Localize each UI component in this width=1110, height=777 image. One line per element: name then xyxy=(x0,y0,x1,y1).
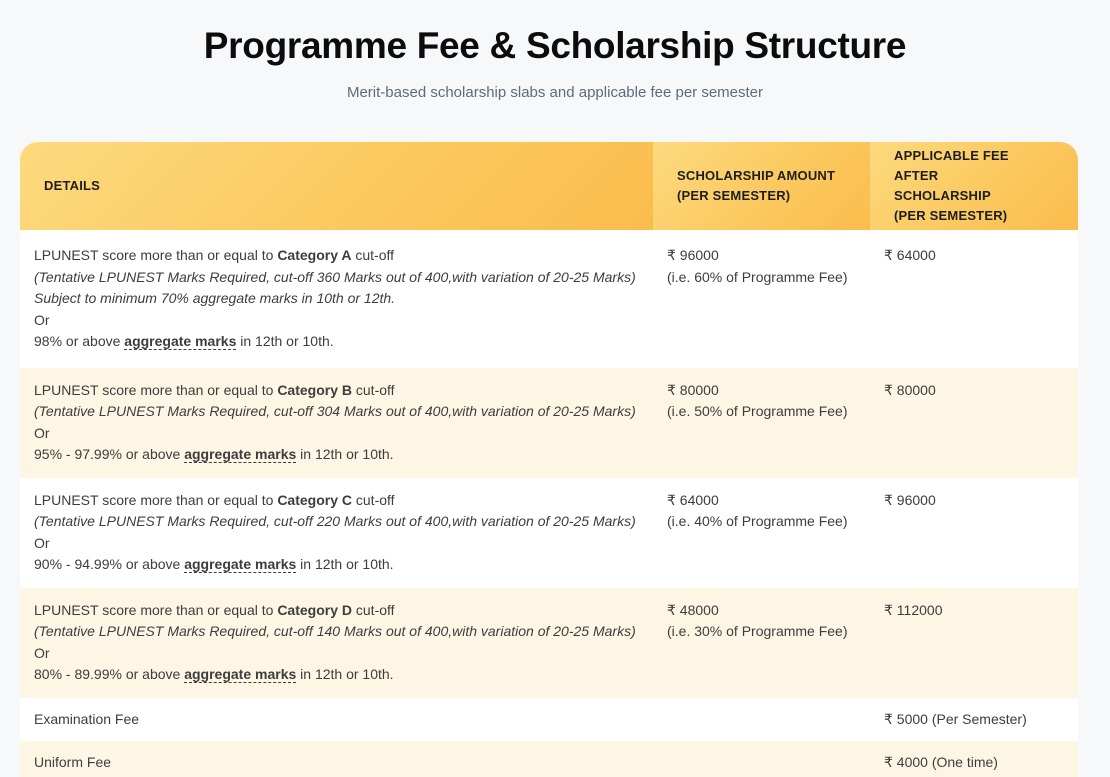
fee-label-cell: Examination Fee xyxy=(20,698,653,742)
alternative-text-suffix: in 12th or 10th. xyxy=(296,446,394,462)
category-name: Category B xyxy=(277,381,352,398)
detail-line-tentative-marks: (Tentative LPUNEST Marks Required, cut-o… xyxy=(34,403,636,419)
detail-line-criteria: LPUNEST score more than or equal to Cate… xyxy=(34,380,639,402)
scholarship-note: (i.e. 50% of Programme Fee) xyxy=(667,403,848,419)
scholarship-amount-cell: ₹ 48000 (i.e. 30% of Programme Fee) xyxy=(653,588,870,698)
criteria-text: LPUNEST score more than or equal to xyxy=(34,381,278,398)
aggregate-marks-tooltip[interactable]: aggregate marks xyxy=(184,666,297,682)
detail-line-or: Or xyxy=(34,424,50,441)
column-header-applicable-fee: APPLICABLE FEE AFTER SCHOLARSHIP (PER SE… xyxy=(870,142,1078,230)
detail-line-alternative: 80% - 89.99% or above aggregate marks in… xyxy=(34,664,639,686)
scholarship-amount-cell: ₹ 96000 (i.e. 60% of Programme Fee) xyxy=(653,230,870,368)
applicable-fee-cell: ₹ 5000 (Per Semester) xyxy=(870,698,1078,742)
criteria-text: LPUNEST score more than or equal to xyxy=(34,491,278,508)
fee-amount: ₹ 4000 (One time) xyxy=(884,754,998,770)
scholarship-amount-cell: ₹ 64000 (i.e. 40% of Programme Fee) xyxy=(653,478,870,588)
scholarship-amount: ₹ 48000 xyxy=(667,601,719,618)
detail-line-alternative: 95% - 97.99% or above aggregate marks in… xyxy=(34,444,639,466)
applicable-fee: ₹ 64000 xyxy=(884,247,936,263)
fee-table-container: DETAILS SCHOLARSHIP AMOUNT (PER SEMESTER… xyxy=(20,142,1078,777)
column-header-details-label: DETAILS xyxy=(44,177,101,193)
detail-line-alternative: 98% or above aggregate marks in 12th or … xyxy=(34,331,639,353)
alternative-text-suffix: in 12th or 10th. xyxy=(236,333,334,349)
scholarship-amount: ₹ 64000 xyxy=(667,491,719,508)
applicable-fee: ₹ 96000 xyxy=(884,491,936,508)
page-header: Programme Fee & Scholarship Structure Me… xyxy=(0,0,1110,101)
applicable-fee-cell: ₹ 4000 (One time) xyxy=(870,741,1078,777)
applicable-fee-cell: ₹ 80000 xyxy=(870,368,1078,478)
criteria-text-suffix: cut-off xyxy=(352,601,395,618)
scholarship-amount-cell xyxy=(653,698,870,742)
applicable-fee-cell: ₹ 96000 xyxy=(870,478,1078,588)
category-name: Category D xyxy=(277,601,352,618)
alternative-text: 90% - 94.99% or above xyxy=(34,556,185,572)
details-cell: LPUNEST score more than or equal to Cate… xyxy=(20,588,653,698)
details-cell: LPUNEST score more than or equal to Cate… xyxy=(20,230,653,368)
applicable-fee: ₹ 80000 xyxy=(884,381,936,398)
column-header-scholarship-amount: SCHOLARSHIP AMOUNT (PER SEMESTER) xyxy=(653,142,870,230)
fee-table: DETAILS SCHOLARSHIP AMOUNT (PER SEMESTER… xyxy=(20,142,1078,777)
detail-line-or: Or xyxy=(34,534,50,551)
criteria-text-suffix: cut-off xyxy=(351,247,395,263)
criteria-text: LPUNEST score more than or equal to xyxy=(34,247,278,263)
page-title: Programme Fee & Scholarship Structure xyxy=(203,25,907,66)
table-row-examination-fee: Examination Fee ₹ 5000 (Per Semester) xyxy=(20,698,1078,742)
table-row-category-b: LPUNEST score more than or equal to Cate… xyxy=(20,367,1078,478)
column-header-details: DETAILS xyxy=(20,142,653,230)
scholarship-amount: ₹ 96000 xyxy=(667,247,719,263)
detail-line-or: Or xyxy=(34,311,50,328)
scholarship-note: (i.e. 40% of Programme Fee) xyxy=(667,513,848,529)
table-header: DETAILS SCHOLARSHIP AMOUNT (PER SEMESTER… xyxy=(20,142,1078,230)
detail-line-minimum-marks: Subject to minimum 70% aggregate marks i… xyxy=(34,290,396,306)
header-row: DETAILS SCHOLARSHIP AMOUNT (PER SEMESTER… xyxy=(20,142,1078,230)
applicable-fee: ₹ 112000 xyxy=(884,601,943,618)
detail-line-criteria: LPUNEST score more than or equal to Cate… xyxy=(34,245,639,267)
applicable-fee-cell: ₹ 64000 xyxy=(870,230,1078,368)
scholarship-note: (i.e. 60% of Programme Fee) xyxy=(667,268,848,285)
details-cell: LPUNEST score more than or equal to Cate… xyxy=(20,478,653,588)
detail-line-criteria: LPUNEST score more than or equal to Cate… xyxy=(34,600,639,622)
table-row-category-a: LPUNEST score more than or equal to Cate… xyxy=(20,230,1078,368)
alternative-text: 98% or above xyxy=(34,333,125,349)
fee-amount: ₹ 5000 (Per Semester) xyxy=(884,710,1027,727)
detail-line-tentative-marks: (Tentative LPUNEST Marks Required, cut-o… xyxy=(34,513,636,529)
detail-line-criteria: LPUNEST score more than or equal to Cate… xyxy=(34,490,639,512)
alternative-text: 80% - 89.99% or above xyxy=(34,666,185,682)
detail-line-or: Or xyxy=(34,644,50,661)
details-cell: LPUNEST score more than or equal to Cate… xyxy=(20,368,653,478)
aggregate-marks-tooltip[interactable]: aggregate marks xyxy=(124,333,237,349)
criteria-text: LPUNEST score more than or equal to xyxy=(34,601,278,618)
criteria-text-suffix: cut-off xyxy=(352,491,395,508)
scholarship-amount-cell xyxy=(653,741,870,777)
scholarship-note: (i.e. 30% of Programme Fee) xyxy=(667,623,848,639)
applicable-fee-cell: ₹ 112000 xyxy=(870,588,1078,698)
aggregate-marks-tooltip[interactable]: aggregate marks xyxy=(184,556,297,572)
column-header-applicable-fee-label: APPLICABLE FEE AFTER SCHOLARSHIP (PER SE… xyxy=(894,147,1009,224)
category-name: Category C xyxy=(277,491,352,508)
category-name: Category A xyxy=(277,247,352,263)
detail-line-tentative-marks: (Tentative LPUNEST Marks Required, cut-o… xyxy=(34,268,636,285)
table-row-uniform-fee: Uniform Fee ₹ 4000 (One time) xyxy=(20,741,1078,777)
fee-label-cell: Uniform Fee xyxy=(20,741,653,777)
alternative-text-suffix: in 12th or 10th. xyxy=(296,666,394,682)
detail-line-alternative: 90% - 94.99% or above aggregate marks in… xyxy=(34,554,639,576)
scholarship-amount: ₹ 80000 xyxy=(667,381,719,398)
fee-label: Examination Fee xyxy=(34,710,140,727)
page-subtitle: Merit-based scholarship slabs and applic… xyxy=(346,84,764,101)
detail-line-tentative-marks: (Tentative LPUNEST Marks Required, cut-o… xyxy=(34,623,636,639)
fee-label: Uniform Fee xyxy=(34,754,112,770)
criteria-text-suffix: cut-off xyxy=(352,381,395,398)
aggregate-marks-tooltip[interactable]: aggregate marks xyxy=(184,446,297,462)
alternative-text-suffix: in 12th or 10th. xyxy=(296,556,394,572)
alternative-text: 95% - 97.99% or above xyxy=(34,446,185,462)
table-row-category-d: LPUNEST score more than or equal to Cate… xyxy=(20,587,1078,698)
scholarship-amount-cell: ₹ 80000 (i.e. 50% of Programme Fee) xyxy=(653,368,870,478)
column-header-scholarship-amount-label: SCHOLARSHIP AMOUNT (PER SEMESTER) xyxy=(677,167,836,203)
table-row-category-c: LPUNEST score more than or equal to Cate… xyxy=(20,478,1078,588)
